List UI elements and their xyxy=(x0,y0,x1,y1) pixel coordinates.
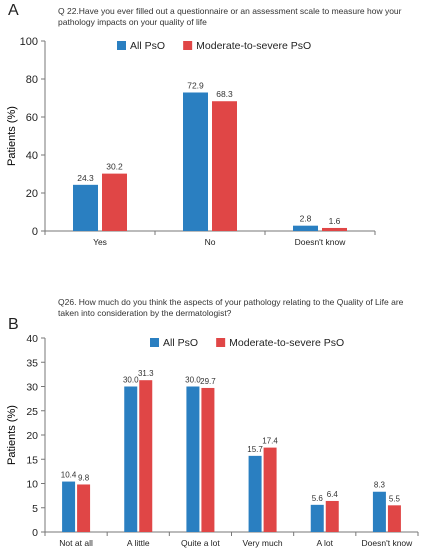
chart-b-bar-all-pso xyxy=(248,455,262,532)
panel-a-letter: A xyxy=(8,2,19,19)
chart-b-bar-all-pso xyxy=(186,386,200,532)
chart-a-legend-label: Moderate-to-severe PsO xyxy=(196,40,311,52)
chart-a-bar-all-pso xyxy=(183,92,208,231)
panel-b-letter: B xyxy=(8,316,19,333)
panel-a-question: Q 22.Have you ever filled out a question… xyxy=(58,6,402,27)
chart-b-x-tick-label: Quite a lot xyxy=(181,538,220,548)
chart-b-legend-label: All PsO xyxy=(163,337,198,349)
chart-b-bar-all-pso xyxy=(62,481,76,532)
chart-a-legend-swatch xyxy=(117,41,126,50)
chart-a-data-label: 1.6 xyxy=(329,216,341,226)
chart-b-data-label: 17.4 xyxy=(262,437,278,446)
chart-b-y-tick-label: 25 xyxy=(26,406,38,418)
chart-b-y-tick-label: 20 xyxy=(26,430,38,442)
chart-b-data-label: 15.7 xyxy=(247,445,263,454)
chart-b-data-label: 5.6 xyxy=(312,494,324,503)
chart-b-ylabel: Patients (%) xyxy=(6,405,18,465)
chart-b: Patients (%) 0 5 10 15 20 25 30 35 40 Not at all 10… xyxy=(6,333,419,548)
chart-a-x-tick-label: No xyxy=(205,237,216,247)
chart-a-data-label: 30.2 xyxy=(106,162,123,172)
chart-b-bar-all-pso xyxy=(124,386,138,532)
chart-a-bar-all-pso xyxy=(73,184,98,231)
chart-b-data-label: 8.3 xyxy=(374,481,386,490)
chart-a-legend-label: All PsO xyxy=(130,40,165,52)
chart-b-y-tick-label: 10 xyxy=(26,479,38,491)
chart-b-bar-all-pso xyxy=(372,491,386,532)
chart-a-bar-all-pso xyxy=(293,225,318,231)
chart-a-bar-moderate-severe-pso xyxy=(322,227,347,231)
chart-b-data-label: 6.4 xyxy=(327,490,339,499)
chart-b-bar-moderate-severe-pso xyxy=(201,387,215,532)
chart-a-y-tick-label: 40 xyxy=(26,150,38,162)
chart-a-bar-moderate-severe-pso xyxy=(212,101,237,231)
chart-b-x-tick-label: Not at all xyxy=(59,538,93,548)
chart-a-y-tick-label: 60 xyxy=(26,112,38,124)
chart-a-ylabel: Patients (%) xyxy=(6,106,18,166)
chart-b-x-tick-label: A lot xyxy=(316,538,333,548)
chart-b-legend-swatch xyxy=(216,338,226,347)
chart-a-y-tick-label: 20 xyxy=(26,188,38,200)
chart-b-bar-moderate-severe-pso xyxy=(325,500,339,532)
chart-b-x-tick-label: Doesn't know xyxy=(362,538,414,548)
chart-b-bar-moderate-severe-pso xyxy=(77,484,91,532)
chart-a-bar-moderate-severe-pso xyxy=(102,173,127,231)
chart-b-data-label: 30.0 xyxy=(185,376,201,385)
chart-b-data-label: 9.8 xyxy=(78,473,90,482)
chart-b-y-tick-label: 5 xyxy=(32,503,38,515)
chart-b-bar-all-pso xyxy=(310,504,324,532)
chart-a-y-tick-label: 100 xyxy=(20,36,38,48)
chart-a-data-label: 72.9 xyxy=(187,80,204,90)
chart-b-data-label: 10.4 xyxy=(61,471,77,480)
chart-b-y-tick-label: 15 xyxy=(26,454,38,466)
chart-b-data-label: 5.5 xyxy=(389,494,401,503)
chart-a: Patients (%) 0 20 40 60 80 100 Yes 24.3 30.2 No 72.… xyxy=(6,36,376,247)
chart-b-data-label: 29.7 xyxy=(200,377,216,386)
chart-a-data-label: 2.8 xyxy=(300,214,312,224)
chart-a-x-tick-label: Doesn't know xyxy=(295,237,347,247)
chart-a-data-label: 24.3 xyxy=(77,173,94,183)
chart-b-legend-swatch xyxy=(150,338,159,347)
chart-a-y-tick-label: 80 xyxy=(26,74,38,86)
chart-b-bar-moderate-severe-pso xyxy=(387,505,401,532)
chart-b-y-tick-label: 35 xyxy=(26,357,38,369)
chart-b-legend-label: Moderate-to-severe PsO xyxy=(229,337,344,349)
chart-b-x-tick-label: A little xyxy=(127,538,150,548)
chart-a-y-tick-label: 0 xyxy=(32,226,38,238)
chart-b-bar-moderate-severe-pso xyxy=(263,447,277,532)
chart-b-y-tick-label: 40 xyxy=(26,333,38,345)
chart-b-y-tick-label: 0 xyxy=(32,527,38,539)
chart-b-data-label: 31.3 xyxy=(138,369,154,378)
chart-b-data-label: 30.0 xyxy=(123,376,139,385)
chart-b-bar-moderate-severe-pso xyxy=(139,380,153,532)
chart-a-x-tick-label: Yes xyxy=(93,237,107,247)
panel-b-question: Q26. How much do you think the aspects o… xyxy=(58,297,404,318)
chart-b-y-tick-label: 30 xyxy=(26,382,38,394)
chart-a-data-label: 68.3 xyxy=(216,89,233,99)
chart-b-x-tick-label: Very much xyxy=(243,538,283,548)
chart-a-legend-swatch xyxy=(183,41,193,50)
